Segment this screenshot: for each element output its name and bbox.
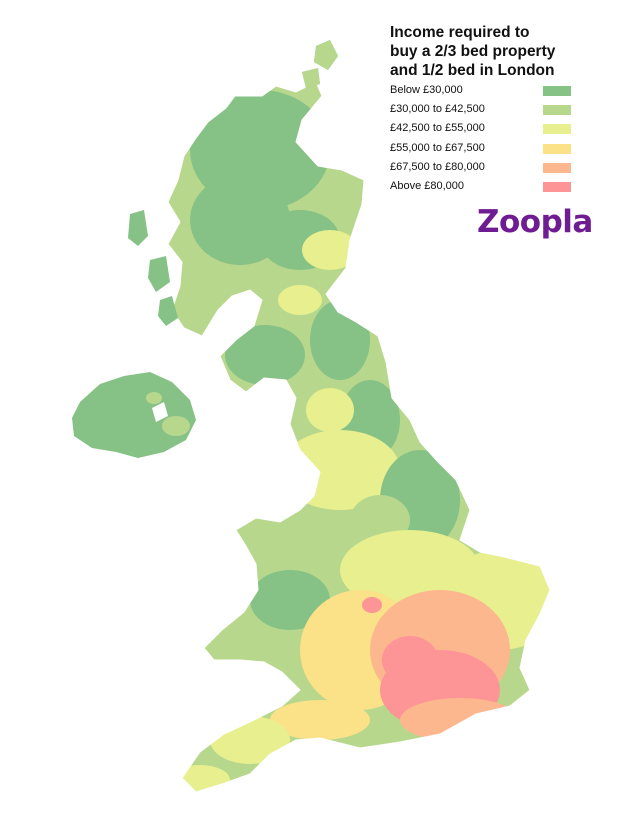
legend-item: £67,500 to £80,000 bbox=[390, 161, 580, 180]
legend-item: £55,000 to £67,500 bbox=[390, 142, 580, 161]
great-britain-outline bbox=[167, 81, 551, 793]
legend-swatch bbox=[543, 86, 571, 96]
legend-label: Below £30,000 bbox=[390, 84, 463, 96]
northern-ireland-fill bbox=[72, 372, 196, 458]
map-legend: Below £30,000 £30,000 to £42,500 £42,500 t… bbox=[390, 84, 580, 199]
map-title-line-3: and 1/2 bed in London bbox=[390, 62, 555, 79]
legend-label: Above £80,000 bbox=[390, 179, 465, 192]
legend-swatch bbox=[543, 105, 571, 116]
map-title-line-1: Income required to bbox=[390, 24, 530, 41]
legend-swatch bbox=[543, 181, 571, 192]
legend-item: £30,000 to £42,500 bbox=[390, 103, 580, 122]
legend-label: £67,500 to £80,000 bbox=[390, 160, 485, 173]
legend-label: £55,000 to £67,500 bbox=[390, 141, 485, 154]
legend-item: Below £30,000 bbox=[390, 84, 580, 103]
legend-swatch bbox=[543, 124, 571, 135]
map-title-line-2: buy a 2/3 bed property bbox=[390, 43, 556, 60]
lough-neagh bbox=[152, 402, 168, 422]
legend-label: £42,500 to £55,000 bbox=[390, 122, 485, 135]
legend-item: £42,500 to £55,000 bbox=[390, 122, 580, 141]
legend-item: Above £80,000 bbox=[390, 180, 580, 199]
legend-swatch bbox=[543, 162, 571, 173]
legend-label: £30,000 to £42,500 bbox=[390, 103, 485, 116]
zoopla-logo: Zoopla bbox=[477, 204, 593, 240]
legend-swatch bbox=[543, 143, 571, 154]
